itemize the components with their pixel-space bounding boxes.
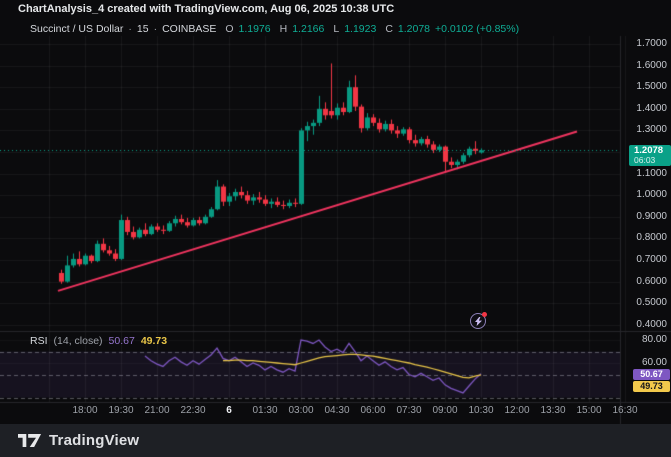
bottom-bar: TradingView: [0, 424, 671, 457]
price-axis-label: 1.6000: [636, 59, 667, 71]
time-axis-label: 06:00: [360, 405, 386, 416]
close-label: C: [385, 23, 393, 35]
lightning-bolt-glyph: [474, 316, 482, 326]
rsi-ma-value-badge: 49.73: [633, 381, 670, 392]
time-axis-label: 10:30: [468, 405, 494, 416]
time-axis-label: 09:00: [432, 405, 458, 416]
price-axis-label: 1.3000: [636, 124, 667, 136]
lightning-alert-icon[interactable]: [470, 312, 487, 329]
rsi-params: (14, close): [53, 335, 103, 347]
price-axis-label: 1.5000: [636, 81, 667, 93]
time-axis-label: 12:00: [504, 405, 530, 416]
time-axis[interactable]: 18:00 19:30 21:00 22:30 6 01:30 03:00 04:30 06:0…: [0, 405, 671, 418]
time-axis-label: 21:00: [144, 405, 170, 416]
symbol-info-row: Succinct / US Dollar · 15 · COINBASE O 1…: [30, 23, 519, 35]
rsi-axis-label: 80.00: [641, 334, 667, 345]
time-axis-label: 04:30: [324, 405, 350, 416]
time-axis-label: 01:30: [252, 405, 278, 416]
price-axis-label: 0.6000: [636, 275, 667, 287]
high-value: 1.2166: [292, 23, 325, 35]
rsi-ma-current-value: 49.73: [140, 335, 168, 347]
export-attribution: ChartAnalysis_4 created with TradingView…: [18, 3, 395, 15]
notification-dot: [482, 312, 487, 317]
rsi-indicator-legend[interactable]: RSI (14, close) 50.67 49.73: [30, 335, 167, 347]
price-axis-label: 0.9000: [636, 210, 667, 222]
time-axis-label: 22:30: [180, 405, 206, 416]
rsi-axis[interactable]: 80.00 60.00: [620, 0, 671, 457]
price-axis[interactable]: 1.7000 1.6000 1.5000 1.4000 1.3000 1.1000 1.00…: [620, 0, 671, 457]
symbol-name: Succinct / US Dollar: [30, 23, 124, 35]
time-axis-label: 15:00: [576, 405, 602, 416]
open-label: O: [225, 23, 234, 35]
price-axis-label: 1.0000: [636, 189, 667, 201]
high-label: H: [279, 23, 288, 35]
open-value: 1.1976: [238, 23, 271, 35]
separator-dot: ·: [153, 23, 158, 35]
rsi-current-value: 50.67: [108, 335, 135, 347]
tradingview-logo-icon[interactable]: [18, 433, 42, 448]
price-axis-label: 0.4000: [636, 318, 667, 330]
separator-dot: ·: [128, 23, 132, 35]
time-axis-label: 07:30: [396, 405, 422, 416]
time-axis-label: 18:00: [72, 405, 98, 416]
time-axis-label: 03:00: [288, 405, 314, 416]
price-axis-label: 1.1000: [636, 167, 667, 179]
bar-countdown: 06:03: [634, 155, 656, 165]
time-axis-label: 6: [226, 405, 232, 416]
rsi-name: RSI: [30, 335, 48, 347]
time-axis-label: 19:30: [108, 405, 134, 416]
last-price-value: 1.2078: [634, 145, 664, 156]
rsi-value-badge: 50.67: [633, 369, 670, 380]
time-axis-label: 13:30: [540, 405, 566, 416]
last-price-badge: 1.2078 06:03: [629, 145, 671, 166]
close-value: 1.2078: [397, 23, 431, 35]
exchange-name: COINBASE: [162, 23, 217, 35]
change-value: +0.0102 (+0.85%): [435, 23, 520, 35]
tradingview-logo-text[interactable]: TradingView: [49, 432, 140, 449]
price-axis-label: 1.7000: [636, 38, 667, 49]
price-axis-label: 1.4000: [636, 102, 667, 114]
rsi-axis-label: 60.00: [641, 357, 667, 368]
low-label: L: [333, 23, 340, 35]
price-axis-label: 0.8000: [636, 232, 667, 244]
price-axis-label: 0.7000: [636, 254, 667, 265]
interval-value: 15: [136, 23, 149, 35]
time-axis-label: 16:30: [612, 405, 638, 416]
low-value: 1.1923: [344, 23, 377, 35]
price-axis-label: 0.5000: [636, 297, 667, 309]
